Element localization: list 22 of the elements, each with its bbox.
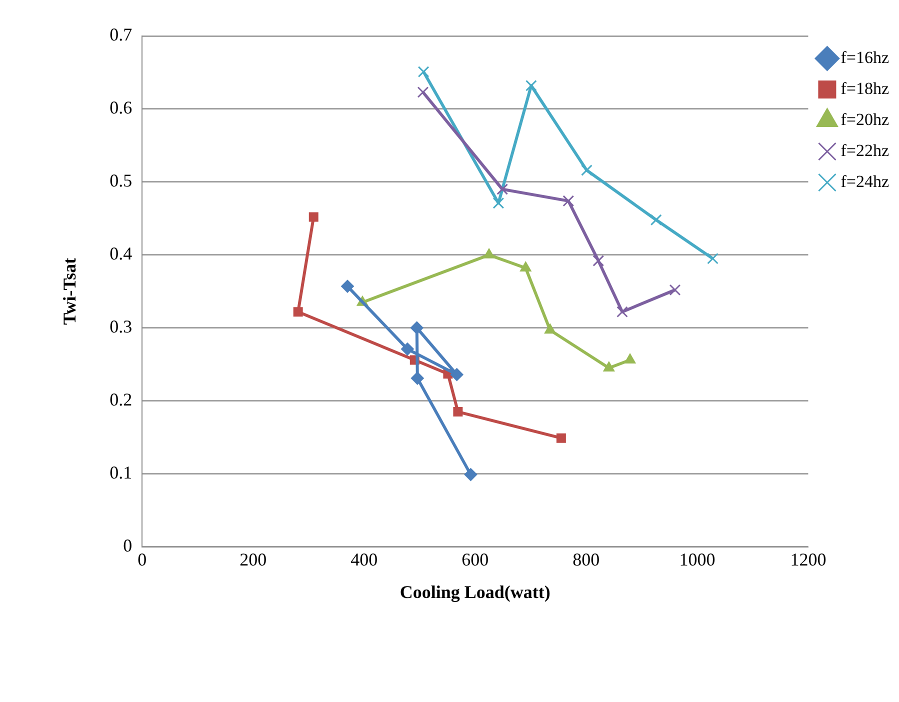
x-tick-label: 0 (138, 549, 147, 570)
legend-label: f=20hz (840, 110, 890, 129)
x-tick-label: 600 (462, 549, 489, 570)
legend-label: f=16hz (840, 48, 890, 67)
x-axis-title: Cooling Load(watt) (400, 582, 550, 602)
y-tick-label: 0.2 (110, 390, 132, 410)
y-tick-label: 0.4 (110, 244, 132, 264)
x-tick-label: 800 (572, 549, 600, 570)
y-tick-label: 0.3 (110, 316, 132, 337)
legend-label: f=22hz (840, 140, 890, 160)
y-tick-label: 0 (123, 536, 132, 556)
y-tick-label: 0.6 (110, 98, 132, 118)
x-tick-label: 200 (240, 549, 267, 570)
legend-label: f=18hz (840, 78, 890, 98)
x-tick-label: 400 (350, 549, 378, 570)
y-axis-title: Twi-Tsat (59, 258, 80, 325)
y-tick-label: 0.1 (110, 462, 132, 483)
x-tick-label: 1000 (679, 549, 716, 570)
legend-label: f=24hz (840, 172, 890, 191)
y-tick-label: 0.5 (110, 170, 132, 191)
x-tick-label: 1200 (790, 549, 826, 570)
y-tick-label: 0.7 (110, 24, 132, 45)
